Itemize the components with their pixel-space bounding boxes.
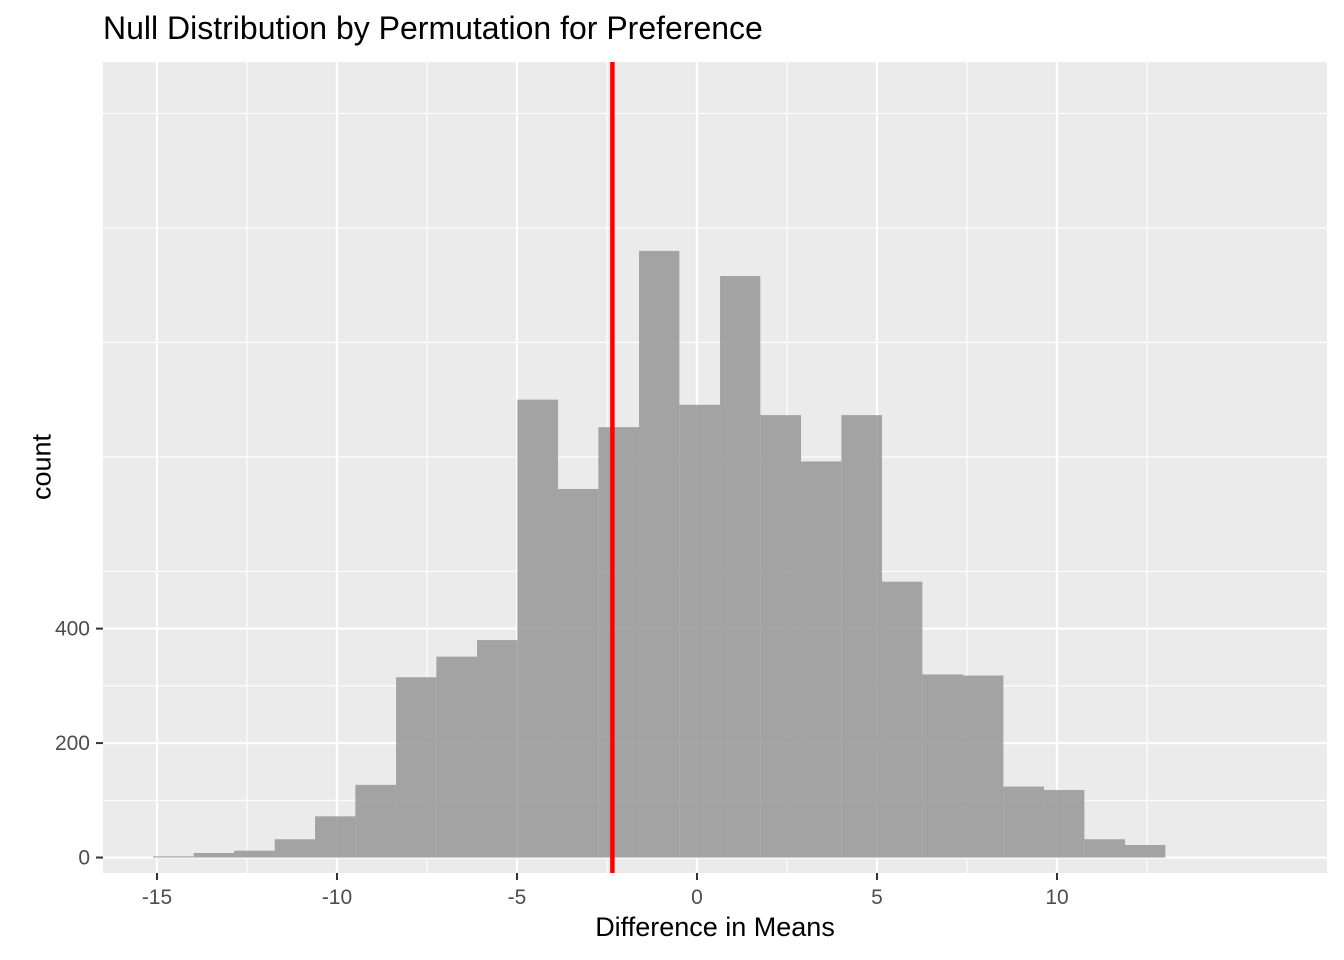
histogram-bar	[436, 656, 478, 858]
x-tick-label: -15	[142, 886, 172, 909]
histogram-bar	[558, 488, 599, 858]
histogram-bar	[801, 461, 842, 858]
histogram-bar	[517, 399, 559, 858]
y-axis: 0 200 400	[55, 618, 103, 870]
y-tick-label: 400	[55, 618, 90, 641]
y-axis-label: count	[26, 433, 57, 501]
chart-title: Null Distribution by Permutation for Pre…	[103, 10, 763, 46]
histogram-bar	[598, 427, 640, 858]
histogram-bar	[315, 816, 356, 858]
histogram-bar	[760, 415, 802, 858]
histogram-bar	[477, 640, 518, 858]
histogram-bar	[720, 276, 761, 858]
x-tick-label: 5	[871, 886, 883, 909]
histogram-bar	[274, 839, 316, 858]
histogram-bar	[234, 850, 275, 858]
x-axis-label: Difference in Means	[595, 912, 835, 942]
x-axis: -15 -10 -5 0 5 10	[142, 873, 1069, 909]
histogram-bar	[396, 677, 437, 858]
x-tick-label: 10	[1045, 886, 1068, 909]
x-tick-label: 0	[691, 886, 703, 909]
y-tick-label: 0	[78, 847, 90, 870]
histogram-bar	[922, 674, 964, 858]
histogram-bar	[153, 856, 194, 858]
histogram-bar	[639, 250, 680, 858]
x-tick-label: -5	[508, 886, 527, 909]
histogram-bar	[1044, 790, 1085, 858]
histogram-bar	[963, 675, 1004, 858]
histogram-bar	[1125, 844, 1166, 858]
histogram-bar	[355, 784, 397, 858]
histogram-bar	[841, 415, 883, 858]
histogram-bars	[153, 250, 1166, 858]
x-tick-label: -10	[322, 886, 352, 909]
histogram-bar	[1084, 839, 1126, 858]
histogram-bar	[679, 404, 721, 858]
histogram-bar	[193, 852, 235, 858]
histogram-bar	[882, 581, 923, 858]
histogram-bar	[1003, 786, 1045, 858]
y-tick-label: 200	[55, 732, 90, 755]
